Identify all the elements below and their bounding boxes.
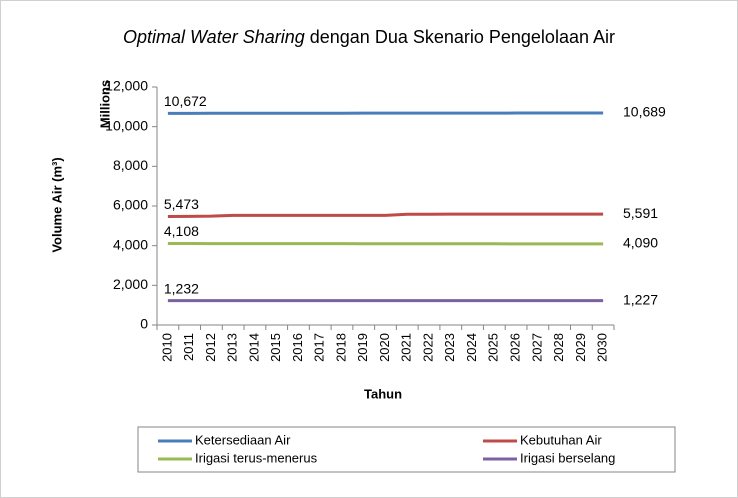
data-label: 5,473 (164, 196, 199, 212)
data-label: 10,672 (164, 93, 207, 109)
data-label: 4,108 (164, 223, 199, 239)
x-tick-label: 2028 (551, 333, 566, 362)
x-tick-label: 2015 (268, 333, 283, 362)
data-label: 4,090 (623, 235, 658, 251)
x-axis-label: Tahun (364, 386, 402, 401)
x-tick-label: 2024 (464, 333, 479, 362)
x-tick-label: 2021 (399, 333, 414, 362)
title-emphasis: Optimal Water Sharing (123, 27, 305, 47)
data-label: 1,232 (164, 280, 199, 296)
x-tick-label: 2019 (355, 333, 370, 362)
y-tick-label: 0 (140, 316, 148, 332)
data-label: 1,227 (623, 291, 658, 307)
y-tick-label: 6,000 (113, 197, 148, 213)
legend-label: Ketersediaan Air (195, 432, 291, 447)
y-tick-label: 10,000 (105, 117, 148, 133)
legend-box (137, 426, 676, 473)
y-tick-label: 2,000 (113, 276, 148, 292)
series-line (167, 212, 604, 218)
x-tick-label: 2027 (529, 333, 544, 362)
x-tick-label: 2011 (181, 333, 196, 361)
x-tick-label: 2029 (573, 333, 588, 362)
x-tick-label: 2023 (442, 333, 457, 362)
y-unit: Millions (97, 80, 112, 128)
x-tick-label: 2016 (290, 333, 305, 362)
x-tick-label: 2012 (203, 333, 218, 362)
x-tick-label: 2014 (246, 333, 261, 362)
data-label: 10,689 (623, 104, 666, 120)
data-label: 5,591 (623, 205, 658, 221)
title-rest: dengan Dua Skenario Pengelolaan Air (310, 27, 615, 47)
y-axis-label: Volume Air (m³) (49, 157, 64, 252)
x-tick-label: 2030 (595, 333, 610, 362)
y-tick-label: 8,000 (113, 157, 148, 173)
x-tick-label: 2022 (420, 333, 435, 362)
x-tick-label: 2018 (333, 333, 348, 362)
legend-label: Irigasi berselang (520, 450, 615, 465)
x-tick-label: 2026 (508, 333, 523, 362)
x-tick-label: 2020 (377, 333, 392, 362)
legend-label: Irigasi terus-menerus (195, 450, 318, 465)
x-tick-label: 2017 (312, 333, 327, 362)
legend-label: Kebutuhan Air (520, 432, 602, 447)
x-tick-label: 2025 (486, 333, 501, 362)
x-tick-label: 2013 (225, 333, 240, 362)
y-tick-label: 12,000 (105, 78, 148, 94)
chart-title: Optimal Water Sharing dengan Dua Skenario… (123, 27, 615, 47)
x-tick-label: 2010 (159, 333, 174, 362)
y-tick-label: 4,000 (113, 236, 148, 252)
